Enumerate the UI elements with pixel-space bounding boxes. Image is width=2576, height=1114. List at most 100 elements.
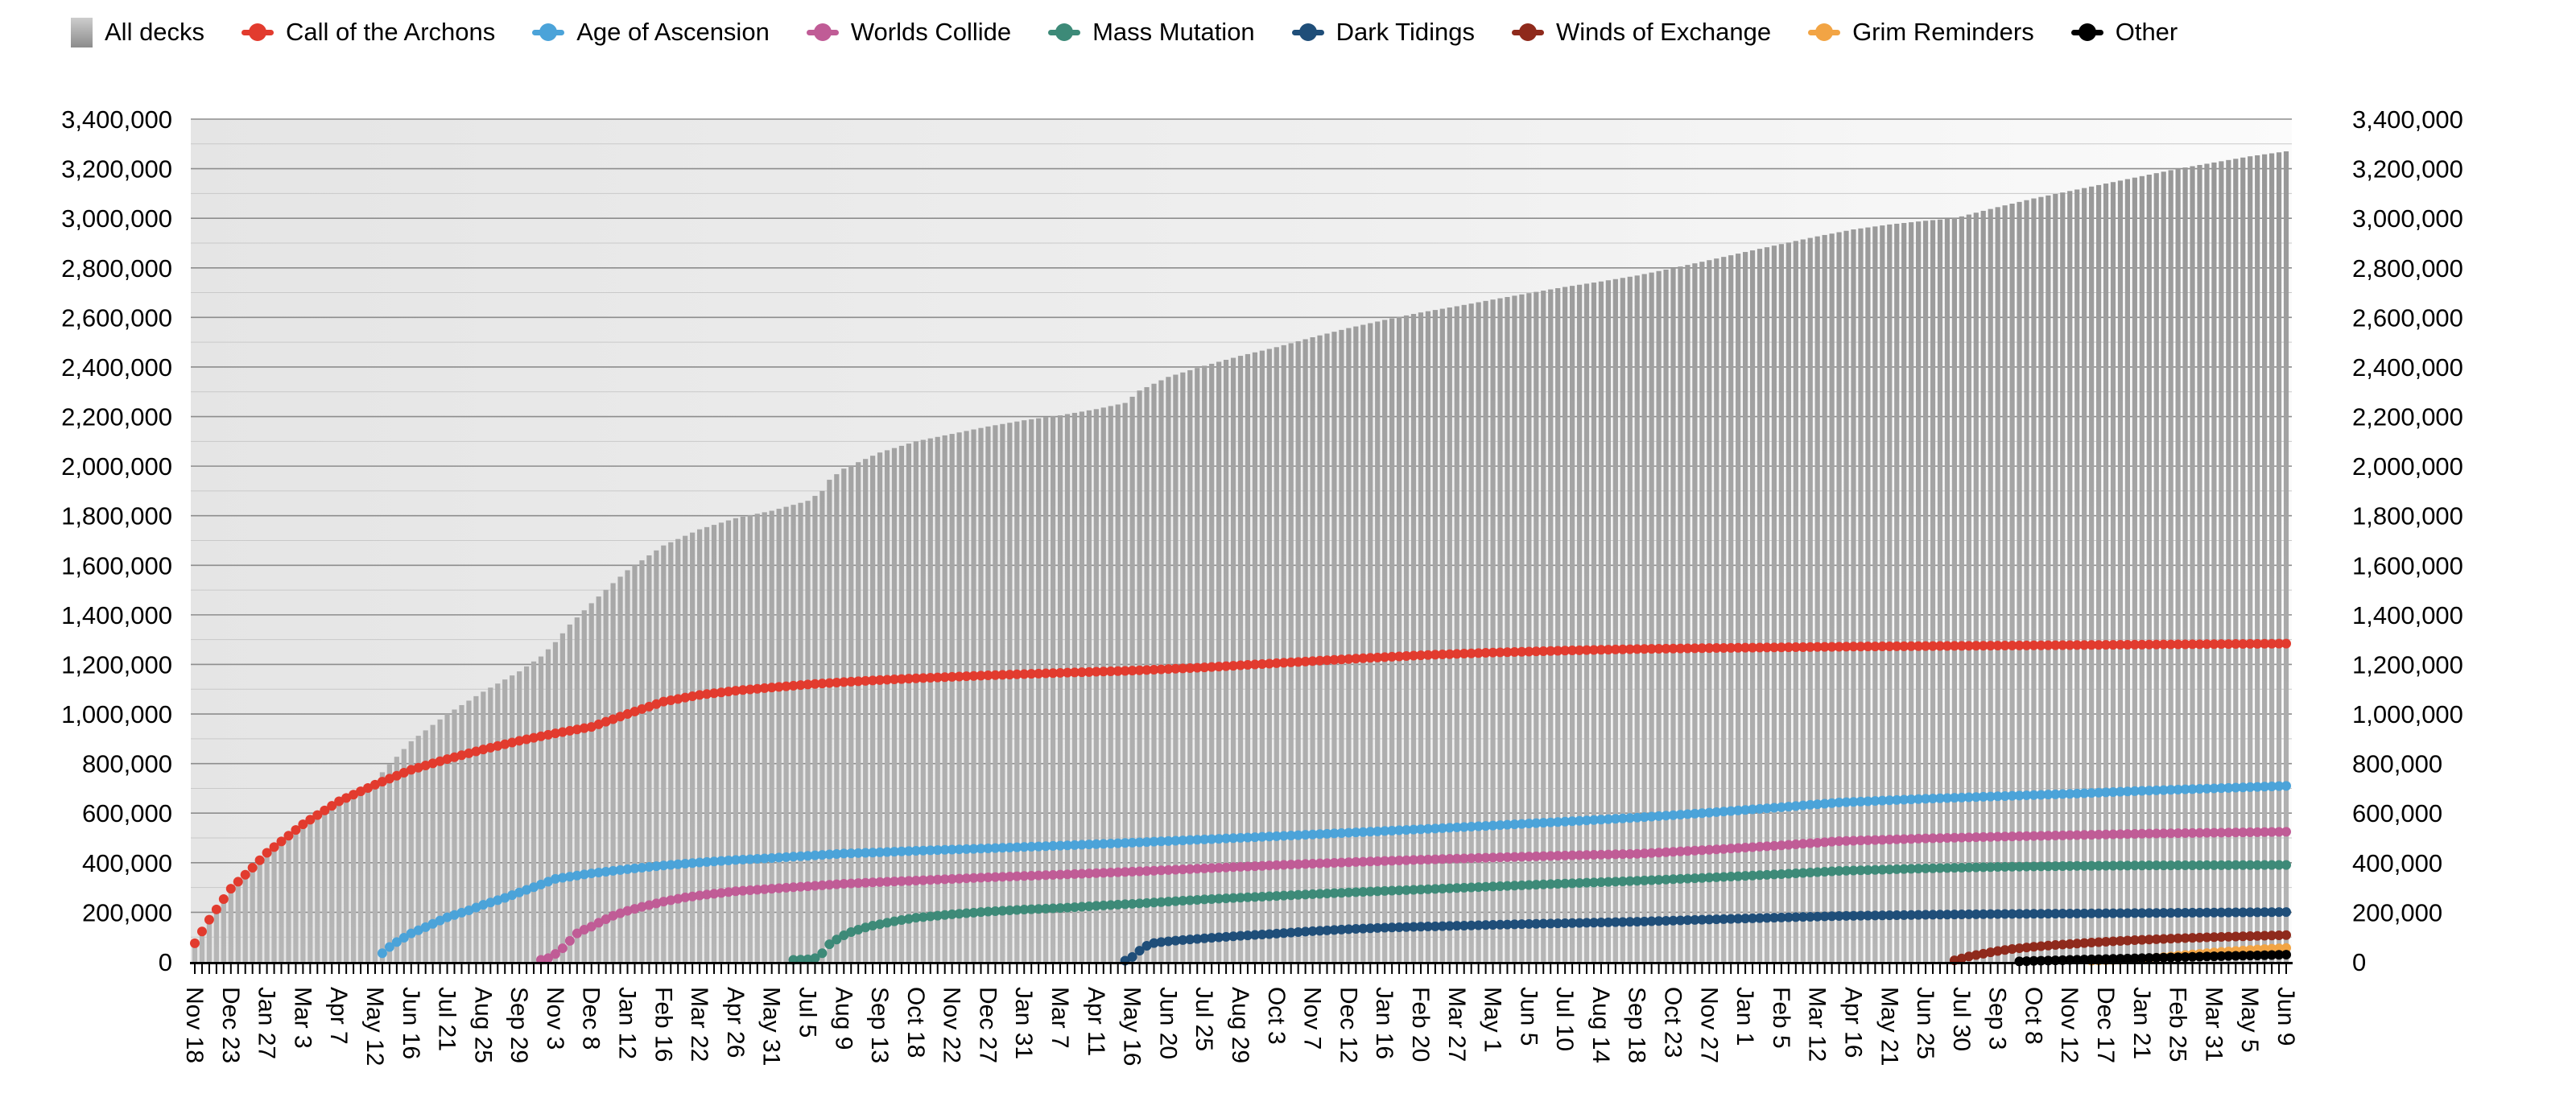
- data-dot: [889, 916, 899, 926]
- y-axis-label: 2,600,000: [61, 303, 172, 332]
- data-dot: [1546, 918, 1556, 929]
- data-dot: [1214, 834, 1224, 844]
- data-dot: [803, 881, 813, 892]
- data-dot: [1560, 646, 1571, 656]
- data-dot: [1402, 855, 1412, 865]
- data-dot: [2036, 861, 2046, 872]
- y-axis-labels-right: 0200,000400,000600,000800,0001,000,0001,…: [2352, 105, 2463, 976]
- data-dot: [2223, 782, 2234, 793]
- bar: [1302, 339, 1308, 962]
- y-axis-label: 800,000: [82, 750, 172, 778]
- data-dot: [824, 939, 835, 950]
- data-dot: [1755, 870, 1765, 881]
- y-axis-label: 1,600,000: [61, 551, 172, 580]
- data-dot: [1315, 889, 1325, 899]
- data-dot: [1653, 644, 1664, 654]
- data-dot: [2231, 827, 2241, 838]
- data-dot: [349, 790, 359, 800]
- bar: [675, 538, 681, 962]
- data-dot: [1740, 871, 1751, 881]
- data-dot: [1329, 857, 1340, 868]
- legend-item-dark-tidings[interactable]: Dark Tidings: [1291, 16, 1475, 48]
- bar: [1223, 360, 1229, 963]
- data-dot: [1185, 864, 1195, 874]
- x-axis-label: Dec 8: [578, 987, 605, 1050]
- data-dot: [2180, 907, 2190, 918]
- data-dot: [2274, 950, 2285, 960]
- bar: [683, 535, 688, 962]
- legend-item-label: Call of the Archons: [286, 18, 496, 46]
- data-dot: [1221, 833, 1232, 844]
- data-dot: [500, 739, 510, 749]
- data-dot: [1719, 642, 1729, 653]
- data-dot: [1307, 859, 1318, 869]
- bar: [639, 560, 645, 962]
- data-dot: [1394, 885, 1405, 896]
- data-dot: [839, 878, 849, 889]
- data-dot: [1899, 910, 1909, 920]
- data-dot: [391, 937, 402, 947]
- bar: [308, 819, 313, 962]
- data-dot: [1934, 833, 1945, 844]
- data-dot: [2014, 909, 2025, 919]
- data-dot: [1783, 869, 1794, 879]
- data-dot: [2274, 638, 2285, 649]
- data-dot: [1906, 834, 1917, 844]
- data-dot: [1567, 646, 1578, 656]
- data-dot: [1711, 914, 1722, 925]
- legend-item-winds-of-exchange[interactable]: Winds of Exchange: [1511, 16, 1771, 48]
- data-dot: [1365, 653, 1376, 663]
- y-axis-label: 1,800,000: [2352, 502, 2463, 530]
- bar: [754, 514, 760, 962]
- data-dot: [2036, 941, 2046, 951]
- bar: [2017, 201, 2022, 962]
- legend-item-age-of-ascension[interactable]: Age of Ascension: [532, 16, 770, 48]
- bar: [286, 835, 291, 962]
- data-dot: [730, 886, 741, 897]
- data-dot: [334, 796, 345, 807]
- data-dot: [1675, 915, 1686, 926]
- data-dot: [903, 876, 914, 886]
- bar: [300, 824, 306, 962]
- bar: [1656, 270, 1662, 962]
- data-dot: [1856, 642, 1866, 652]
- data-dot: [709, 856, 720, 867]
- data-dot: [1495, 881, 1505, 892]
- data-dot: [1192, 864, 1203, 874]
- data-dot: [2021, 831, 2032, 841]
- data-dot: [1769, 802, 1779, 813]
- data-dot: [1805, 838, 1815, 848]
- data-dot: [564, 935, 575, 946]
- data-dot: [1567, 816, 1578, 827]
- data-dot: [1076, 869, 1087, 879]
- legend-item-mass-mutation[interactable]: Mass Mutation: [1048, 16, 1255, 48]
- data-dot: [861, 877, 871, 888]
- series-lines: [190, 638, 2291, 967]
- bar: [1627, 276, 1633, 962]
- bar: [1497, 298, 1503, 962]
- y-axis-label: 2,200,000: [2352, 403, 2463, 431]
- data-dot: [2144, 786, 2154, 796]
- data-dot: [2267, 907, 2277, 918]
- data-dot: [1344, 924, 1354, 935]
- legend-item-worlds-collide[interactable]: Worlds Collide: [806, 16, 1011, 48]
- data-dot: [1956, 910, 1967, 920]
- data-dot: [752, 853, 762, 864]
- data-dot: [1459, 853, 1469, 864]
- data-dot: [2151, 952, 2161, 963]
- data-dot: [1790, 642, 1801, 653]
- legend-item-all-decks[interactable]: All decks: [71, 17, 204, 47]
- data-dot: [2216, 951, 2227, 961]
- data-dot: [2260, 827, 2270, 837]
- data-dot: [1019, 842, 1030, 852]
- data-dot: [1682, 809, 1693, 819]
- legend-item-other[interactable]: Other: [2070, 16, 2178, 48]
- legend-item-call-of-the-archons[interactable]: Call of the Archons: [242, 16, 495, 48]
- bar: [2161, 171, 2166, 963]
- data-dot: [1906, 794, 1917, 805]
- legend-item-grim-reminders[interactable]: Grim Reminders: [1808, 16, 2034, 48]
- data-dot: [781, 681, 791, 691]
- data-dot: [2107, 786, 2118, 797]
- y-axis-label: 1,000,000: [2352, 700, 2463, 728]
- data-dot: [2087, 937, 2097, 947]
